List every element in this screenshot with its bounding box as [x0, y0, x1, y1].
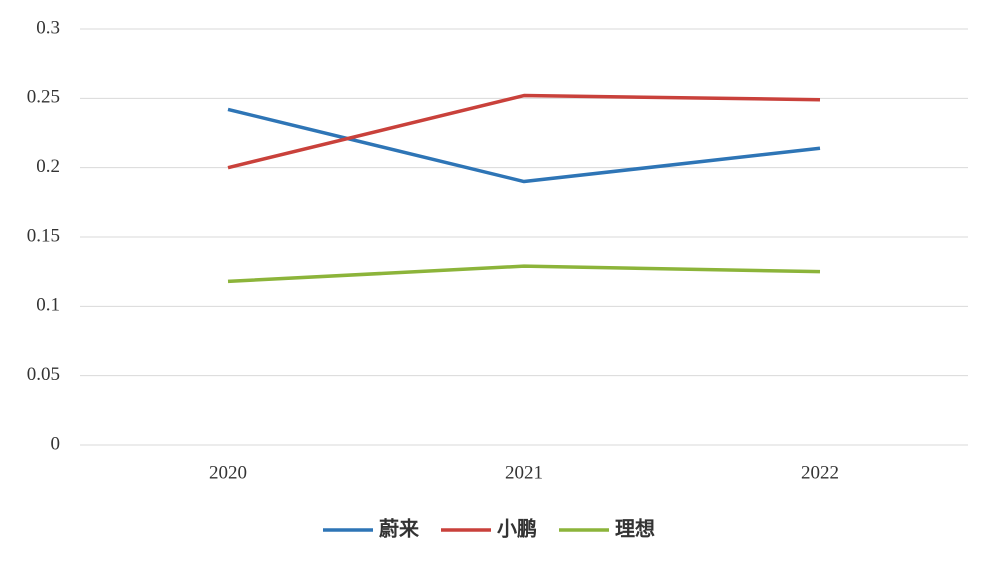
- y-tick-label: 0.3: [36, 17, 60, 38]
- x-tick-label: 2020: [209, 462, 247, 483]
- series-line: [227, 93, 821, 170]
- legend-label: 蔚来: [379, 517, 420, 541]
- x-tick-label: 2021: [505, 462, 543, 483]
- y-tick-label: 0.1: [36, 295, 60, 316]
- y-tick-label: 0.25: [27, 87, 60, 108]
- series-line: [227, 107, 821, 184]
- series-line: [227, 264, 821, 284]
- y-tick-label: 0.2: [36, 156, 60, 177]
- y-tick-label: 0: [51, 433, 61, 454]
- x-tick-label: 2022: [801, 462, 839, 483]
- y-tick-label: 0.15: [27, 225, 60, 246]
- y-tick-label: 0.05: [27, 364, 60, 385]
- legend-label: 小鹏: [497, 517, 537, 541]
- legend-label: 理想: [615, 517, 655, 541]
